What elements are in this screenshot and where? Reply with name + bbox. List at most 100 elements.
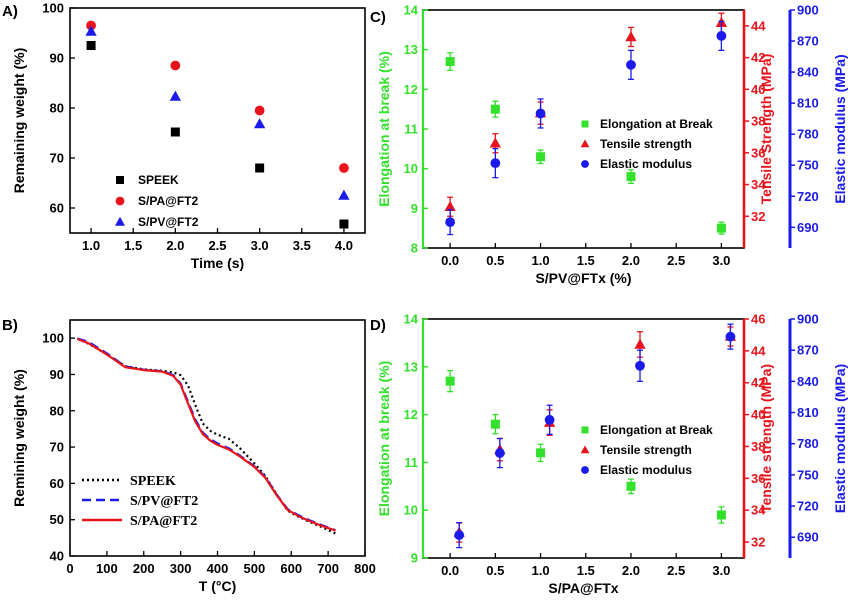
y-tick-label: 810 <box>797 96 819 111</box>
y-tick-label: 14 <box>404 312 419 327</box>
y-axis-label: Remaining weight (%) <box>11 48 27 193</box>
x-tick-label: 2.0 <box>622 253 640 268</box>
data-point <box>635 360 645 371</box>
legend-label: Elongation at Break <box>600 117 713 131</box>
y-tick-label: 32 <box>751 535 765 550</box>
x-tick-label: 0.5 <box>486 253 504 268</box>
left-axis-label: Elongation at break (%) <box>376 51 392 207</box>
x-tick-label: 1.0 <box>532 563 550 578</box>
legend-label: Elastic modulus <box>600 463 692 477</box>
y-tick-label: 40 <box>751 82 765 97</box>
legend-marker <box>581 160 589 168</box>
y-tick-label: 46 <box>751 312 765 327</box>
legend-marker <box>114 216 126 226</box>
x-tick-label: 300 <box>170 561 192 576</box>
data-point <box>255 163 265 173</box>
outer-axis-label: Elastic modulus (MPa) <box>832 54 848 203</box>
y-tick-label: 42 <box>751 375 765 390</box>
data-point <box>626 172 636 182</box>
y-tick-label: 11 <box>404 455 418 470</box>
y-tick-label: 80 <box>50 101 64 116</box>
y-tick-label: 36 <box>751 145 765 160</box>
data-point <box>489 137 502 148</box>
y-tick-label: 100 <box>42 1 64 16</box>
x-tick-label: 1.5 <box>124 238 142 253</box>
panel-label: C) <box>370 9 386 26</box>
y-tick-label: 870 <box>797 34 819 49</box>
y-tick-label: 70 <box>50 151 64 166</box>
x-tick-label: 200 <box>133 561 155 576</box>
y-tick-label: 780 <box>797 436 819 451</box>
x-tick-label: 600 <box>280 561 302 576</box>
data-point <box>85 25 97 36</box>
legend-label: Tensile strength <box>600 443 692 457</box>
legend-label: SPEEK <box>138 173 179 187</box>
y-tick-label: 14 <box>404 3 419 18</box>
y-tick-label: 10 <box>404 161 418 176</box>
y-tick-label: 840 <box>797 374 819 389</box>
y-tick-label: 44 <box>751 18 766 33</box>
data-point <box>716 223 726 233</box>
data-point <box>490 158 501 169</box>
y-tick-label: 34 <box>751 503 766 518</box>
data-point <box>339 163 349 173</box>
data-point <box>86 41 96 50</box>
y-tick-label: 750 <box>797 158 819 173</box>
y-tick-label: 690 <box>797 220 819 235</box>
data-point <box>254 105 265 116</box>
data-point <box>716 30 727 41</box>
data-point <box>445 57 455 67</box>
x-tick-label: 1.0 <box>82 238 100 253</box>
panel-d: D) 9 10 11 12 13 14 32 34 36 38 40 42 44 46 690 720 750 78… <box>370 312 848 597</box>
y-tick-label: 10 <box>404 503 418 518</box>
panel-label: D) <box>370 317 386 334</box>
outer-axis-label: Elastic modulus (MPa) <box>832 364 848 513</box>
y-tick-label: 900 <box>797 312 819 327</box>
y-tick-label: 9 <box>411 201 418 216</box>
legend-label: S/PA@FT2 <box>138 194 198 208</box>
x-axis-label: S/PA@FTx <box>548 580 618 596</box>
x-tick-label: 2.5 <box>667 563 685 578</box>
y-tick-label: 34 <box>751 177 766 192</box>
x-tick-label: 700 <box>317 561 339 576</box>
y-tick-label: 100 <box>42 331 64 346</box>
y-tick-label: 870 <box>797 343 819 358</box>
x-tick-label: 2.5 <box>667 253 685 268</box>
y-tick-label: 90 <box>50 51 64 66</box>
data-point <box>626 481 636 491</box>
panel-b-label: B) <box>2 317 18 334</box>
y-tick-label: 90 <box>50 367 64 382</box>
y-tick-label: 42 <box>751 50 765 65</box>
x-axis-label: S/PV@FTx (%) <box>535 270 631 286</box>
y-tick-label: 810 <box>797 405 819 420</box>
legend-label: Tensile strength <box>600 137 692 151</box>
y-tick-label: 750 <box>797 467 819 482</box>
x-axis-label: T (°C) <box>199 578 236 594</box>
data-point <box>445 217 456 228</box>
x-tick-label: 0 <box>66 561 73 576</box>
x-tick-label: 1.5 <box>577 563 595 578</box>
x-tick-label: 0.0 <box>441 253 459 268</box>
x-tick-label: 400 <box>207 561 229 576</box>
legend-label: SPEEK <box>130 474 176 489</box>
y-tick-label: 44 <box>751 343 766 358</box>
panel-a: A) 60 70 80 90 100 1.0 1.5 2.0 2.5 3.0 3.5 4.0 Time (… <box>2 1 366 271</box>
y-tick-label: 9 <box>411 551 418 566</box>
data-point <box>536 152 546 162</box>
x-tick-label: 0.5 <box>486 563 504 578</box>
y-tick-label: 780 <box>797 127 819 142</box>
data-point <box>338 189 350 200</box>
y-tick-label: 38 <box>751 114 765 129</box>
x-tick-label: 3.0 <box>251 238 269 253</box>
y-tick-label: 60 <box>50 476 64 491</box>
legend-label: S/PV@FT2 <box>130 494 198 509</box>
legend-marker <box>116 176 124 184</box>
left-axis-label: Elongation at break (%) <box>376 361 392 517</box>
panel-b: B) 40 50 60 70 80 90 100 0 100 200 300 400 500 600 700 8… <box>2 317 376 594</box>
x-tick-label: 2.0 <box>166 238 184 253</box>
data-point <box>544 414 555 425</box>
data-point <box>725 331 736 342</box>
y-tick-label: 40 <box>751 407 765 422</box>
y-tick-label: 12 <box>404 82 418 97</box>
